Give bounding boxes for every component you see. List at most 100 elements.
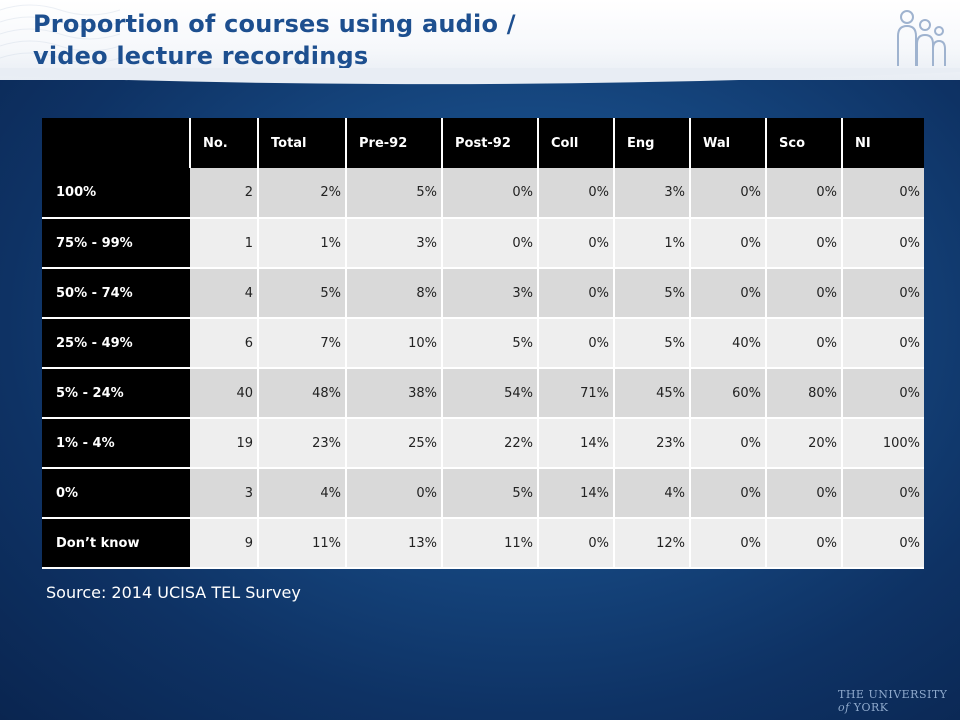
source-note: Source: 2014 UCISA TEL Survey bbox=[46, 583, 301, 602]
row-label: 5% - 24% bbox=[42, 368, 190, 419]
table-cell: 3% bbox=[442, 268, 539, 319]
column-header: No. bbox=[190, 118, 259, 168]
column-header: Coll bbox=[538, 118, 615, 168]
table-cell: 0% bbox=[690, 168, 767, 219]
table-row: 50% - 74% 4 5% 8% 3% 0% 5% 0% 0% 0% bbox=[42, 268, 924, 319]
column-header: Sco bbox=[766, 118, 843, 168]
table-cell: 6 bbox=[190, 318, 259, 369]
table-row: 0% 3 4% 0% 5% 14% 4% 0% 0% 0% bbox=[42, 468, 924, 519]
table-cell: 38% bbox=[346, 368, 443, 419]
table-cell: 0% bbox=[538, 518, 615, 569]
table-cell: 0% bbox=[842, 468, 924, 519]
table-row: 100% 2 2% 5% 0% 0% 3% 0% 0% 0% bbox=[42, 168, 924, 219]
table-cell: 3% bbox=[614, 168, 691, 219]
table-cell: 11% bbox=[442, 518, 539, 569]
decorative-pattern bbox=[0, 4, 120, 64]
table-cell: 45% bbox=[614, 368, 691, 419]
table-cell: 5% bbox=[442, 318, 539, 369]
table-cell: 0% bbox=[842, 168, 924, 219]
table-cell: 80% bbox=[766, 368, 843, 419]
table-cell: 23% bbox=[614, 418, 691, 469]
header-curve bbox=[0, 68, 960, 85]
table-cell: 0% bbox=[690, 518, 767, 569]
table-cell: 54% bbox=[442, 368, 539, 419]
table-cell: 12% bbox=[614, 518, 691, 569]
table-cell: 5% bbox=[614, 268, 691, 319]
row-label: 50% - 74% bbox=[42, 268, 190, 319]
table-cell: 71% bbox=[538, 368, 615, 419]
table-cell: 0% bbox=[538, 268, 615, 319]
data-table: No. Total Pre-92 Post-92 Coll Eng Wal Sc… bbox=[42, 118, 924, 569]
table-cell: 40% bbox=[690, 318, 767, 369]
table-cell: 100% bbox=[842, 418, 924, 469]
table-cell: 1 bbox=[190, 218, 259, 269]
row-label: 0% bbox=[42, 468, 190, 519]
row-label: 75% - 99% bbox=[42, 218, 190, 269]
header-band: Proportion of courses using audio / vide… bbox=[0, 0, 960, 80]
table-cell: 3% bbox=[346, 218, 443, 269]
table-cell: 2% bbox=[258, 168, 347, 219]
table-cell: 0% bbox=[766, 518, 843, 569]
table-cell: 11% bbox=[258, 518, 347, 569]
table-cell: 25% bbox=[346, 418, 443, 469]
row-label: 100% bbox=[42, 168, 190, 219]
table-cell: 20% bbox=[766, 418, 843, 469]
table-cell: 22% bbox=[442, 418, 539, 469]
row-label: 25% - 49% bbox=[42, 318, 190, 369]
table-cell: 0% bbox=[842, 218, 924, 269]
title-line-2: video lecture recordings bbox=[33, 42, 369, 70]
table-cell: 23% bbox=[258, 418, 347, 469]
table-cell: 3 bbox=[190, 468, 259, 519]
table-row: 25% - 49% 6 7% 10% 5% 0% 5% 40% 0% 0% bbox=[42, 318, 924, 369]
university-logo: THE UNIVERSITY of YORK bbox=[838, 688, 948, 714]
table-cell: 0% bbox=[538, 218, 615, 269]
table-cell: 14% bbox=[538, 468, 615, 519]
column-header: Wal bbox=[690, 118, 767, 168]
table-cell: 60% bbox=[690, 368, 767, 419]
table-cell: 0% bbox=[538, 318, 615, 369]
table-body: 100% 2 2% 5% 0% 0% 3% 0% 0% 0% 75% - 99% 1 1% 3% 0% 0% 1… bbox=[42, 168, 924, 569]
title-line-1: Proportion of courses using audio / bbox=[33, 10, 516, 38]
row-label: 1% - 4% bbox=[42, 418, 190, 469]
table-cell: 5% bbox=[442, 468, 539, 519]
table-cell: 0% bbox=[766, 318, 843, 369]
table-cell: 14% bbox=[538, 418, 615, 469]
table-cell: 0% bbox=[842, 518, 924, 569]
column-header: Total bbox=[258, 118, 347, 168]
table-cell: 0% bbox=[442, 168, 539, 219]
table-cell: 0% bbox=[538, 168, 615, 219]
column-header: NI bbox=[842, 118, 924, 168]
table-cell: 0% bbox=[690, 468, 767, 519]
table-row: 5% - 24% 40 48% 38% 54% 71% 45% 60% 80% 0% bbox=[42, 368, 924, 419]
page-title: Proportion of courses using audio / vide… bbox=[33, 8, 516, 72]
table-cell: 19 bbox=[190, 418, 259, 469]
table-cell: 5% bbox=[346, 168, 443, 219]
table-row: 75% - 99% 1 1% 3% 0% 0% 1% 0% 0% 0% bbox=[42, 218, 924, 269]
table-cell: 0% bbox=[766, 218, 843, 269]
table-cell: 48% bbox=[258, 368, 347, 419]
table-cell: 0% bbox=[766, 168, 843, 219]
table-cell: 5% bbox=[614, 318, 691, 369]
table-row: Don’t know 9 11% 13% 11% 0% 12% 0% 0% 0% bbox=[42, 518, 924, 569]
table-cell: 1% bbox=[258, 218, 347, 269]
table-cell: 40 bbox=[190, 368, 259, 419]
table-header-row: No. Total Pre-92 Post-92 Coll Eng Wal Sc… bbox=[42, 118, 924, 168]
table-cell: 2 bbox=[190, 168, 259, 219]
column-header: Eng bbox=[614, 118, 691, 168]
table-cell: 0% bbox=[766, 468, 843, 519]
table-cell: 4 bbox=[190, 268, 259, 319]
people-icon bbox=[897, 10, 946, 66]
row-label: Don’t know bbox=[42, 518, 190, 569]
table-cell: 0% bbox=[690, 218, 767, 269]
table-cell: 4% bbox=[614, 468, 691, 519]
table-corner-cell bbox=[42, 118, 191, 168]
table-cell: 0% bbox=[442, 218, 539, 269]
table-cell: 4% bbox=[258, 468, 347, 519]
table-cell: 13% bbox=[346, 518, 443, 569]
table-cell: 0% bbox=[842, 368, 924, 419]
table-cell: 0% bbox=[766, 268, 843, 319]
table-cell: 5% bbox=[258, 268, 347, 319]
table-cell: 0% bbox=[842, 268, 924, 319]
table-row: 1% - 4% 19 23% 25% 22% 14% 23% 0% 20% 100% bbox=[42, 418, 924, 469]
table-cell: 9 bbox=[190, 518, 259, 569]
